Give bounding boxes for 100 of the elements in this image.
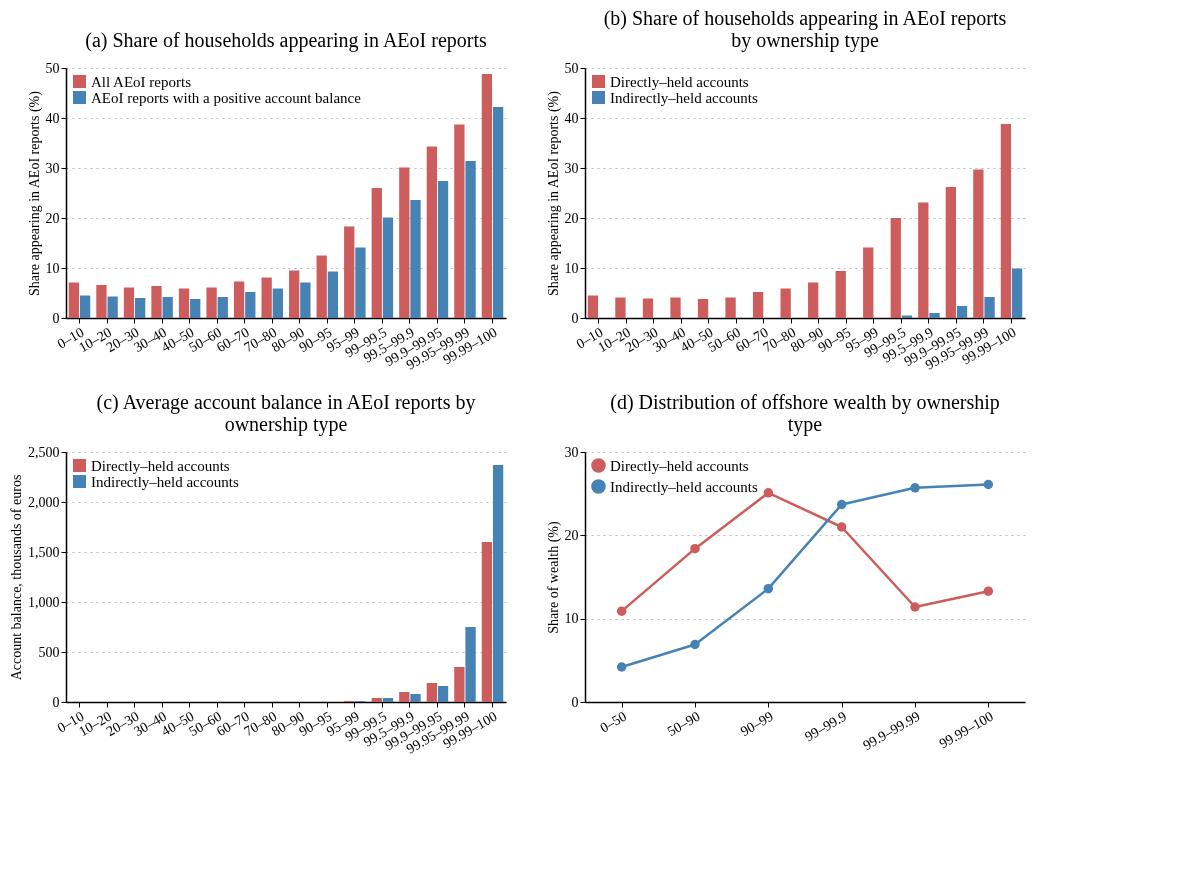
bar [107, 296, 118, 318]
bar [410, 694, 421, 702]
chart-title: (b) Share of households appearing in AEoI reports by ownership type [603, 7, 1007, 52]
y-tick-label: 0 [571, 694, 579, 710]
point [763, 583, 774, 594]
legend-label: AEoI reports with a positive account balance [91, 89, 362, 106]
bar [79, 295, 91, 318]
y-tick-label: 0 [571, 310, 579, 326]
bar [399, 167, 410, 318]
bar [426, 683, 437, 702]
legend-label: All AEoI reports [91, 73, 192, 90]
chart-title: (a) Share of households appearing in AEoI reports [85, 29, 487, 52]
y-tick-label: 30 [564, 444, 579, 460]
bar [135, 298, 146, 318]
bar [217, 297, 228, 318]
y-tick-label: 20 [564, 527, 579, 543]
bar [863, 247, 874, 318]
bar [973, 169, 984, 318]
bar [399, 692, 410, 702]
bar [454, 667, 465, 702]
bar [96, 285, 107, 318]
bar [300, 282, 311, 318]
point [836, 499, 847, 510]
bar [371, 188, 382, 318]
bar [929, 313, 940, 318]
bar [835, 271, 846, 318]
bar [670, 297, 681, 318]
bar [151, 286, 162, 318]
y-tick-label: 10 [564, 260, 579, 276]
bar [162, 297, 173, 318]
y-tick-label: 40 [564, 110, 579, 126]
y-tick-label: 10 [564, 611, 579, 627]
y-axis-title: Share appearing in AEoI reports (%) [545, 90, 562, 296]
point [910, 483, 920, 493]
bar [587, 295, 599, 318]
bar [206, 287, 217, 318]
bar [454, 124, 465, 318]
y-tick-label: 20 [45, 210, 60, 226]
point [763, 488, 774, 498]
bar [697, 299, 709, 318]
y-tick-label: 500 [38, 644, 60, 660]
point [690, 639, 700, 650]
y-tick-label: 50 [564, 60, 579, 76]
y-tick-label: 1,500 [28, 544, 60, 560]
bar [289, 270, 300, 318]
point [616, 662, 627, 672]
bar [808, 282, 819, 318]
y-axis-title: Account balance, thousands of euros [9, 474, 24, 681]
y-tick-label: 2,500 [28, 444, 60, 460]
bar [178, 288, 190, 318]
point [983, 586, 994, 596]
y-axis-title: Share of wealth (%) [545, 520, 562, 634]
point [836, 522, 847, 532]
bar [371, 698, 382, 702]
bar [984, 297, 995, 318]
legend-label: Directly–held accounts [610, 73, 749, 90]
y-tick-label: 20 [564, 210, 579, 226]
bar [481, 542, 493, 702]
bar [945, 187, 956, 318]
bar [344, 226, 355, 318]
bar [465, 161, 476, 318]
bar [1011, 268, 1023, 318]
bar [1000, 124, 1012, 318]
bar [890, 218, 901, 318]
y-axis-title: Share appearing in AEoI reports (%) [26, 90, 43, 296]
bar [272, 288, 283, 318]
y-tick-label: 0 [52, 310, 60, 326]
bar [68, 282, 80, 318]
legend-label: Indirectly–held accounts [610, 478, 759, 495]
y-tick-label: 30 [564, 160, 579, 176]
point [983, 479, 994, 490]
bar [233, 281, 245, 318]
bar [492, 465, 504, 702]
bar [642, 298, 654, 318]
bar [780, 288, 791, 318]
y-tick-label: 1,000 [28, 594, 60, 610]
legend-label: Directly–held accounts [610, 457, 749, 474]
bar [316, 255, 327, 318]
x-tick-label: 0–50 [597, 708, 630, 736]
legend-label: Directly–held accounts [91, 457, 230, 474]
y-tick-label: 50 [45, 60, 60, 76]
bar [918, 202, 929, 318]
bar [426, 146, 437, 318]
bar [245, 292, 256, 318]
y-tick-label: 30 [45, 160, 60, 176]
y-tick-label: 10 [45, 260, 60, 276]
bar [492, 107, 504, 318]
bar [615, 297, 626, 318]
bar [355, 247, 366, 318]
bar [190, 299, 201, 318]
y-tick-label: 0 [52, 694, 60, 710]
bar [327, 271, 339, 318]
legend-label: Indirectly–held accounts [610, 89, 759, 106]
bar [382, 698, 394, 702]
y-tick-label: 2,000 [28, 494, 60, 510]
bar [382, 217, 394, 318]
bar [725, 297, 736, 318]
bar [123, 287, 135, 318]
bar [956, 306, 968, 318]
bar [465, 627, 476, 702]
